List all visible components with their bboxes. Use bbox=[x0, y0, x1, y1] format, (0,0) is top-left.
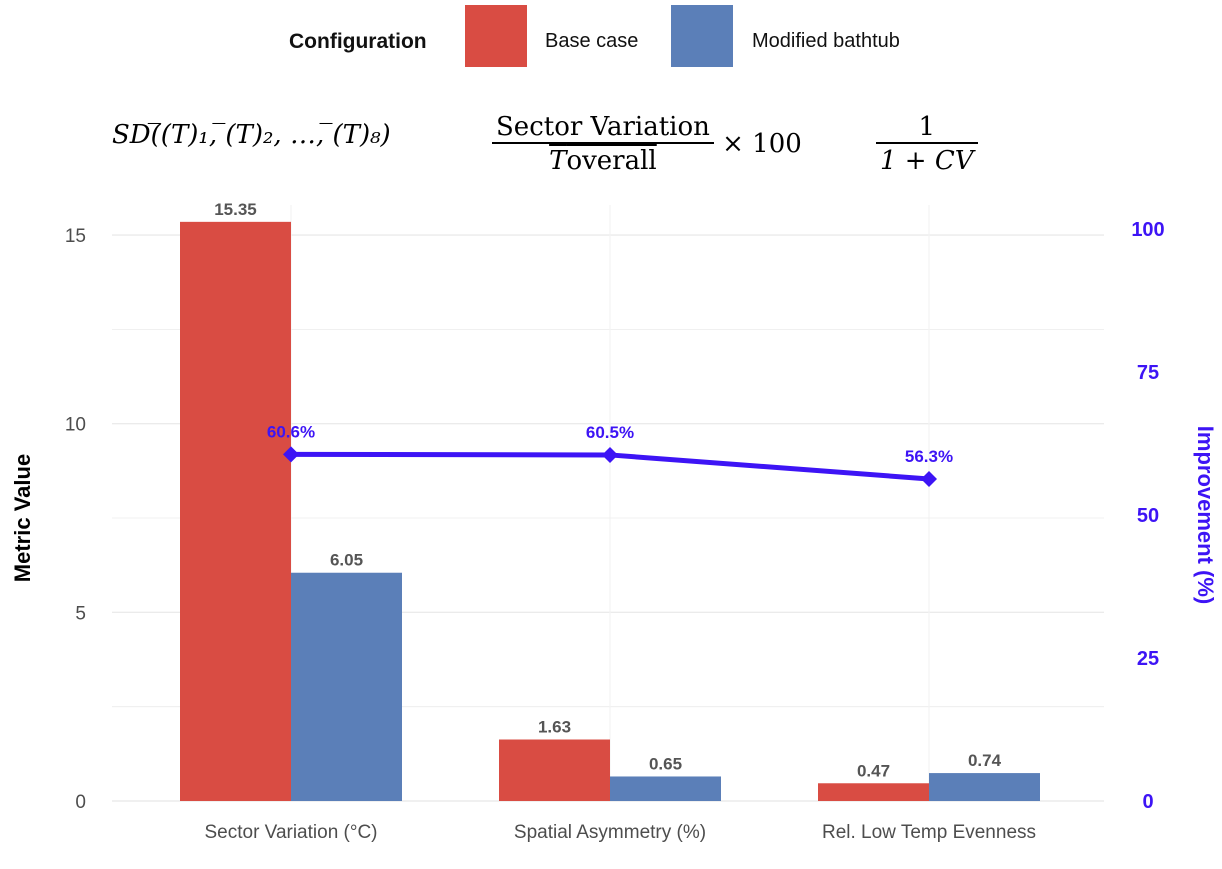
data-label-modified-bathtub-0: 6.05 bbox=[330, 551, 363, 570]
y-tick-label: 10 bbox=[65, 415, 86, 436]
y-tick-label: 0 bbox=[75, 792, 86, 813]
data-label-base-case-2: 0.47 bbox=[857, 761, 890, 780]
legend-title: Configuration bbox=[289, 30, 427, 53]
bar-modified-bathtub-1 bbox=[610, 776, 721, 801]
formula-sector-variation: SD(̅(T)₁, ̅(T)₂, …, ̅(T)₈) bbox=[112, 120, 391, 150]
data-label-modified-bathtub-2: 0.74 bbox=[968, 751, 1002, 770]
formula-evenness: 1 1 + CV bbox=[876, 112, 978, 176]
axes: 0 5 10 15 0 25 50 75 100 Sector Variation (°C) Spa… bbox=[10, 219, 1218, 843]
legend-key-base-case bbox=[465, 5, 527, 67]
legend-key-modified-bathtub bbox=[671, 5, 733, 67]
improvement-label-2: 56.3% bbox=[905, 447, 953, 466]
legend-label-modified-bathtub: Modified bathtub bbox=[752, 30, 900, 52]
improvement-point-1 bbox=[602, 446, 618, 463]
y-right-tick-label: 50 bbox=[1137, 505, 1159, 527]
x-tick-label: Rel. Low Temp Evenness bbox=[822, 822, 1036, 843]
y-tick-label: 15 bbox=[65, 226, 86, 247]
formula-denominator-sub: overall bbox=[566, 146, 657, 176]
bar-modified-bathtub-2 bbox=[929, 773, 1040, 801]
y-right-tick-label: 100 bbox=[1131, 219, 1164, 241]
bar-base-case-1 bbox=[499, 739, 610, 801]
formula-multiplier: × 100 bbox=[722, 129, 802, 159]
improvement-point-2 bbox=[921, 470, 937, 487]
improvement-point-0 bbox=[283, 446, 299, 463]
formula-numerator: Sector Variation bbox=[496, 112, 710, 142]
bar-base-case-0 bbox=[180, 221, 291, 802]
formula-denominator-symbol: T bbox=[549, 146, 567, 176]
data-label-base-case-1: 1.63 bbox=[538, 718, 571, 737]
x-tick-label: Sector Variation (°C) bbox=[204, 822, 377, 843]
bars bbox=[180, 221, 1040, 802]
y-right-tick-label: 25 bbox=[1137, 648, 1159, 670]
y-right-tick-label: 75 bbox=[1137, 362, 1159, 384]
formula-spatial-asymmetry: Sector Variation Toverall × 100 bbox=[492, 112, 802, 176]
improvement-label-1: 60.5% bbox=[586, 423, 634, 442]
y-right-axis-title: Improvement (%) bbox=[1193, 426, 1218, 604]
x-tick-label: Spatial Asymmetry (%) bbox=[514, 822, 706, 843]
formula-sd-text: SD(̅(T)₁, ̅(T)₂, …, ̅(T)₈) bbox=[112, 120, 391, 150]
bar-modified-bathtub-0 bbox=[291, 572, 402, 801]
y-right-tick-label: 0 bbox=[1142, 791, 1153, 813]
data-label-modified-bathtub-1: 0.65 bbox=[649, 754, 682, 773]
legend: Configuration Base case Modified bathtub bbox=[0, 0, 1222, 80]
bar-base-case-2 bbox=[818, 783, 929, 801]
formula-evenness-denominator: 1 + CV bbox=[876, 142, 978, 176]
improvement-line: 60.6% 60.5% 56.3% bbox=[267, 422, 953, 487]
data-label-base-case-0: 15.35 bbox=[214, 200, 257, 219]
data-labels: 15.35 1.63 0.47 6.05 0.65 0.74 bbox=[214, 200, 1001, 780]
legend-label-base-case: Base case bbox=[545, 30, 639, 52]
formula-evenness-numerator: 1 bbox=[918, 112, 936, 142]
y-tick-label: 5 bbox=[75, 603, 86, 624]
improvement-label-0: 60.6% bbox=[267, 422, 315, 441]
y-axis-title: Metric Value bbox=[10, 454, 35, 582]
